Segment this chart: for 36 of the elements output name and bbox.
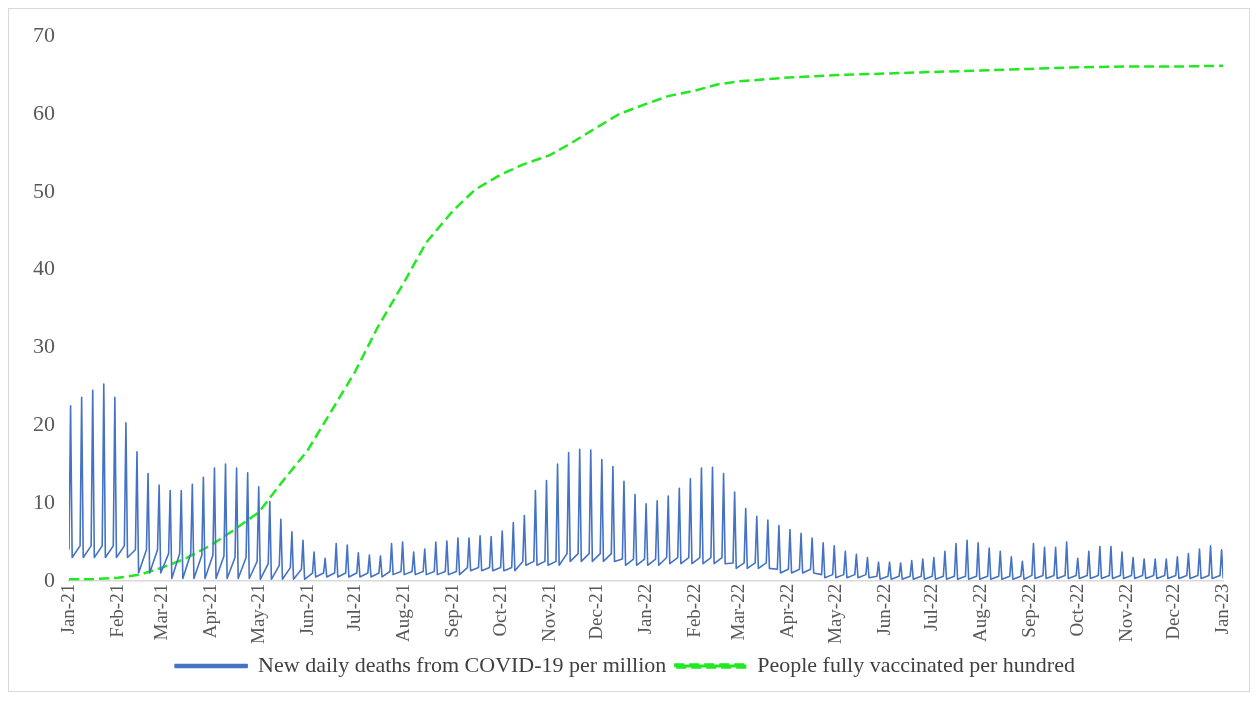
y-tick-label: 60 [33,99,55,125]
x-tick-label: Feb-22 [683,583,705,638]
x-tick-label: Nov-21 [537,583,559,642]
x-tick-label: Jun-22 [872,583,894,636]
x-tick-label: Feb-21 [106,583,127,638]
x-tick-label: Oct-21 [488,583,510,637]
line-series [69,64,1224,581]
x-tick-label: Aug-21 [392,583,414,642]
x-tick-label: Apr-21 [199,583,221,639]
x-tick-label: Mar-21 [150,583,172,641]
y-tick-label: 50 [33,177,55,203]
x-tick-label: Jan-21 [56,583,78,635]
x-tick-label: Sep-21 [441,583,463,638]
x-tick-label: Apr-22 [776,583,798,639]
x-tick-label: Nov-22 [1114,583,1136,642]
x-tick-label: Jan-23 [1211,583,1233,635]
x-tick-label: Jul-21 [343,583,365,632]
legend-label: New daily deaths from COVID-19 per million [258,651,667,677]
x-tick-label: Oct-22 [1065,583,1087,637]
y-tick-label: 70 [33,21,55,47]
x-tick-label: Dec-22 [1162,583,1184,640]
x-tick-label: Jan-22 [634,583,656,635]
y-tick-label: 40 [33,255,55,281]
y-tick-label: 20 [33,411,55,437]
x-tick-label: Sep-22 [1018,583,1040,638]
y-tick-label: 10 [33,488,55,514]
x-tick-label: Dec-21 [585,583,607,640]
x-tick-label: Jul-22 [920,583,942,632]
y-tick-label: 0 [44,566,55,592]
x-tick-label: Jun-21 [295,583,317,636]
x-tick-label: May-22 [823,583,845,644]
y-tick-label: 30 [33,333,55,359]
x-tick-label: Mar-22 [727,583,749,641]
x-tick-label: May-21 [246,583,268,644]
legend-label: People fully vaccinated per hundred [757,651,1075,677]
x-tick-label: Aug-22 [969,583,991,642]
